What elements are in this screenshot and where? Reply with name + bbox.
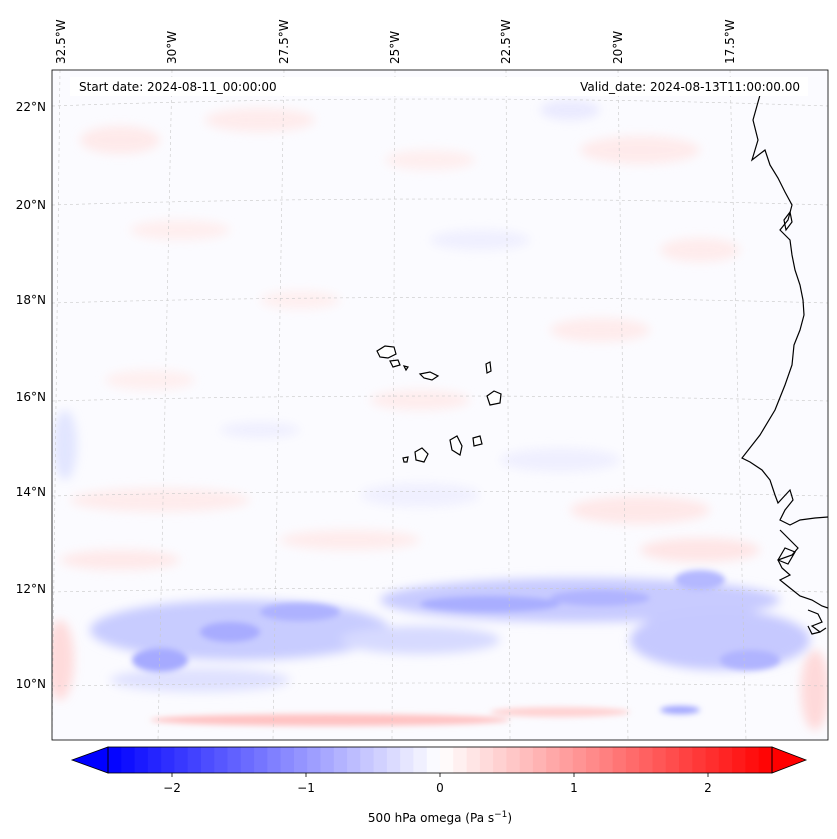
lat-label: 22°N: [16, 100, 46, 114]
colorbar-segment: [307, 747, 322, 773]
lat-label: 10°N: [16, 677, 46, 691]
colorbar-segment: [280, 747, 295, 773]
colorbar-segment: [187, 747, 202, 773]
colorbar-segment: [705, 747, 720, 773]
lat-label: 16°N: [16, 390, 46, 404]
lon-label: 32.5°W: [54, 19, 68, 64]
colorbar-segment: [320, 747, 335, 773]
colorbar-segment: [147, 747, 162, 773]
lat-label: 14°N: [16, 485, 46, 499]
colorbar-segment: [134, 747, 149, 773]
colorbar-segments: [108, 747, 773, 773]
colorbar-segment: [572, 747, 587, 773]
colorbar-segment: [174, 747, 189, 773]
colorbar-tick-label: −2: [163, 781, 181, 795]
lon-label: 30°W: [165, 31, 179, 64]
colorbar-segment: [665, 747, 680, 773]
colorbar-tick-label: −1: [297, 781, 315, 795]
lon-label: 17.5°W: [723, 19, 737, 64]
colorbar-segment: [506, 747, 521, 773]
colorbar-segment: [161, 747, 175, 773]
colorbar-segment: [214, 747, 229, 773]
valid-date-label: Valid_date: 2024-08-13T11:00:00.00: [580, 80, 800, 94]
colorbar-segment: [546, 747, 561, 773]
colorbar-segment: [227, 747, 242, 773]
colorbar-segment: [267, 747, 282, 773]
colorbar-segment: [466, 747, 481, 773]
colorbar: −2 −1 0 1 2 500 hPa omega (Pa s−1): [70, 746, 808, 825]
colorbar-segment: [400, 747, 415, 773]
colorbar-segment: [479, 747, 494, 773]
colorbar-segment: [347, 747, 361, 773]
colorbar-segment: [639, 747, 654, 773]
colorbar-segment: [652, 747, 667, 773]
lat-label: 20°N: [16, 198, 46, 212]
colorbar-label-sup: −1: [494, 810, 507, 820]
colorbar-segment: [121, 747, 136, 773]
colorbar-segment: [108, 747, 122, 773]
colorbar-segment: [599, 747, 614, 773]
colorbar-segment: [453, 747, 468, 773]
colorbar-segment: [373, 747, 388, 773]
colorbar-segment: [745, 747, 760, 773]
colorbar-ticks: [171, 773, 709, 777]
coastlines: [741, 94, 828, 635]
graticule: [52, 70, 828, 740]
colorbar-segment: [440, 747, 454, 773]
colorbar-segment: [426, 747, 441, 773]
colorbar-max-extend: [771, 746, 808, 774]
omega-field: [52, 100, 828, 730]
colorbar-label: 500 hPa omega (Pa s−1): [368, 810, 512, 825]
africa-coastline: [741, 94, 828, 526]
lon-label: 25°W: [388, 31, 402, 64]
colorbar-segment: [413, 747, 428, 773]
cape-verde-islands: [376, 345, 502, 463]
latitude-labels: 22°N 20°N 18°N 16°N 14°N 12°N 10°N: [16, 100, 46, 691]
colorbar-segment: [254, 747, 268, 773]
lon-label: 27.5°W: [277, 19, 291, 64]
colorbar-segment: [200, 747, 215, 773]
colorbar-segment: [612, 747, 627, 773]
colorbar-segment: [718, 747, 733, 773]
colorbar-segment: [758, 747, 773, 773]
colorbar-label-main: 500 hPa omega (Pa s: [368, 811, 494, 825]
colorbar-segment: [386, 747, 401, 773]
colorbar-segment: [732, 747, 747, 773]
header-band: [70, 77, 808, 96]
colorbar-segment: [532, 747, 547, 773]
colorbar-tick-label: 0: [436, 781, 444, 795]
longitude-labels: 32.5°W 30°W 27.5°W 25°W 22.5°W 20°W 17.5…: [54, 19, 737, 64]
lon-label: 22.5°W: [499, 19, 513, 64]
colorbar-min-extend: [70, 746, 109, 774]
colorbar-segment: [559, 747, 574, 773]
colorbar-segment: [679, 747, 693, 773]
start-date-label: Start date: 2024-08-11_00:00:00: [79, 80, 277, 94]
colorbar-segment: [333, 747, 348, 773]
lat-label: 18°N: [16, 293, 46, 307]
colorbar-tick-label: 2: [704, 781, 712, 795]
lon-label: 20°W: [611, 31, 625, 64]
colorbar-segment: [493, 747, 507, 773]
map-frame: [51, 69, 829, 741]
lat-label: 12°N: [16, 582, 46, 596]
colorbar-segment: [586, 747, 600, 773]
colorbar-segment: [692, 747, 707, 773]
colorbar-segment: [240, 747, 255, 773]
colorbar-segment: [625, 747, 640, 773]
colorbar-segment: [360, 747, 375, 773]
map-panel: Start date: 2024-08-11_00:00:00 Valid_da…: [52, 70, 828, 740]
colorbar-segment: [519, 747, 534, 773]
colorbar-tick-label: 1: [570, 781, 578, 795]
colorbar-label-end: ): [507, 811, 512, 825]
colorbar-segment: [293, 747, 308, 773]
